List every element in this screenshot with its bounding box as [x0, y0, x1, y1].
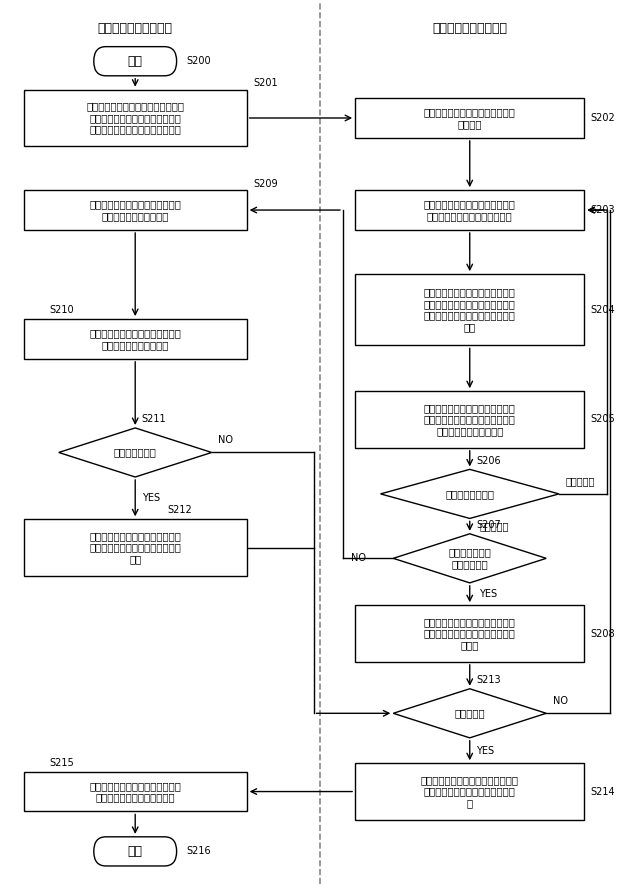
- Text: YES: YES: [479, 589, 497, 599]
- Text: エンジンコントローラは、品質デ
ータをシステムコントローラへ送
信する: エンジンコントローラは、品質デ ータをシステムコントローラへ送 信する: [424, 617, 516, 650]
- Text: システムコントローラは、造形を
終了し、品質情報を出力する: システムコントローラは、造形を 終了し、品質情報を出力する: [89, 781, 181, 803]
- Text: S216: S216: [186, 846, 211, 857]
- FancyBboxPatch shape: [24, 772, 246, 812]
- FancyBboxPatch shape: [355, 391, 584, 448]
- Text: NO: NO: [351, 553, 365, 564]
- Text: 造形終了？: 造形終了？: [454, 708, 485, 719]
- Text: S210: S210: [49, 305, 74, 315]
- Text: S208: S208: [591, 628, 616, 638]
- Text: エンジンコントローラは、センサ
データを取得し、時刻とともに品
質データとして記録する: エンジンコントローラは、センサ データを取得し、時刻とともに品 質データとして記…: [424, 403, 516, 436]
- Polygon shape: [59, 428, 212, 477]
- Text: S205: S205: [591, 414, 616, 425]
- Text: エンジンコントローラは、システム
コントローラに造形終了を通知す
る: エンジンコントローラは、システム コントローラに造形終了を通知す る: [420, 775, 519, 808]
- FancyBboxPatch shape: [355, 605, 584, 662]
- Text: S213: S213: [476, 675, 500, 685]
- FancyBboxPatch shape: [94, 47, 177, 76]
- Text: エンジンコントローラは、制御コ
ードから次のコードを抽出する: エンジンコントローラは、制御コ ードから次のコードを抽出する: [424, 199, 516, 221]
- Text: 開始: 開始: [128, 55, 143, 68]
- Text: システムコントローラは、品質不
良をエンジンコントローラへ通知
する: システムコントローラは、品質不 良をエンジンコントローラへ通知 する: [89, 531, 181, 565]
- Text: S212: S212: [167, 505, 192, 515]
- Text: エラー無し: エラー無し: [479, 521, 509, 531]
- Text: コードの実行が
完了したか？: コードの実行が 完了したか？: [448, 548, 491, 569]
- Text: 終了: 終了: [128, 845, 143, 858]
- Text: S214: S214: [591, 787, 616, 796]
- Text: YES: YES: [476, 745, 494, 756]
- Text: NO: NO: [218, 435, 233, 445]
- Text: S211: S211: [141, 414, 166, 424]
- Text: NO: NO: [552, 696, 568, 706]
- Text: S202: S202: [591, 113, 616, 123]
- Polygon shape: [381, 469, 559, 519]
- Text: 品質不良有り？: 品質不良有り？: [114, 448, 157, 458]
- Text: S201: S201: [253, 78, 278, 88]
- Text: エンジンコントローラは、動作さ
せるコードを時刻とともに品質デ
ータとして記録し、コードを実行
する: エンジンコントローラは、動作さ せるコードを時刻とともに品質デ ータとして記録し…: [424, 288, 516, 332]
- FancyBboxPatch shape: [24, 519, 246, 576]
- Text: S203: S203: [591, 205, 616, 215]
- Text: エンジンコントローラ: エンジンコントローラ: [432, 22, 508, 35]
- FancyBboxPatch shape: [355, 98, 584, 138]
- Text: S200: S200: [186, 57, 211, 66]
- Text: システムコントローラ: システムコントローラ: [98, 22, 173, 35]
- FancyBboxPatch shape: [355, 190, 584, 230]
- Text: S209: S209: [253, 179, 278, 189]
- Text: システムコントローラは、エンジン
コントローラへ造形開始を指示す
るとともに制御コードを送信する: システムコントローラは、エンジン コントローラへ造形開始を指示す るとともに制御…: [86, 102, 184, 135]
- FancyBboxPatch shape: [24, 319, 246, 359]
- Text: システムコントローラは、品質デ
ータに基づいて分析する: システムコントローラは、品質デ ータに基づいて分析する: [89, 328, 181, 350]
- Polygon shape: [394, 534, 546, 583]
- Text: 簡易エラー判定？: 簡易エラー判定？: [445, 489, 494, 499]
- Text: エラー有り: エラー有り: [565, 477, 595, 487]
- Text: S215: S215: [49, 758, 74, 768]
- Text: システムコントローラは、受信し
た品質データを蓄積する: システムコントローラは、受信し た品質データを蓄積する: [89, 199, 181, 221]
- FancyBboxPatch shape: [24, 190, 246, 230]
- FancyBboxPatch shape: [355, 274, 584, 345]
- Polygon shape: [394, 689, 546, 738]
- Text: エンジンコントローラは、造形を
開始する: エンジンコントローラは、造形を 開始する: [424, 107, 516, 129]
- Text: YES: YES: [141, 493, 160, 503]
- FancyBboxPatch shape: [24, 89, 246, 146]
- Text: S207: S207: [476, 520, 501, 530]
- Text: S206: S206: [476, 456, 500, 466]
- Text: S204: S204: [591, 304, 616, 315]
- FancyBboxPatch shape: [355, 763, 584, 820]
- FancyBboxPatch shape: [94, 837, 177, 866]
